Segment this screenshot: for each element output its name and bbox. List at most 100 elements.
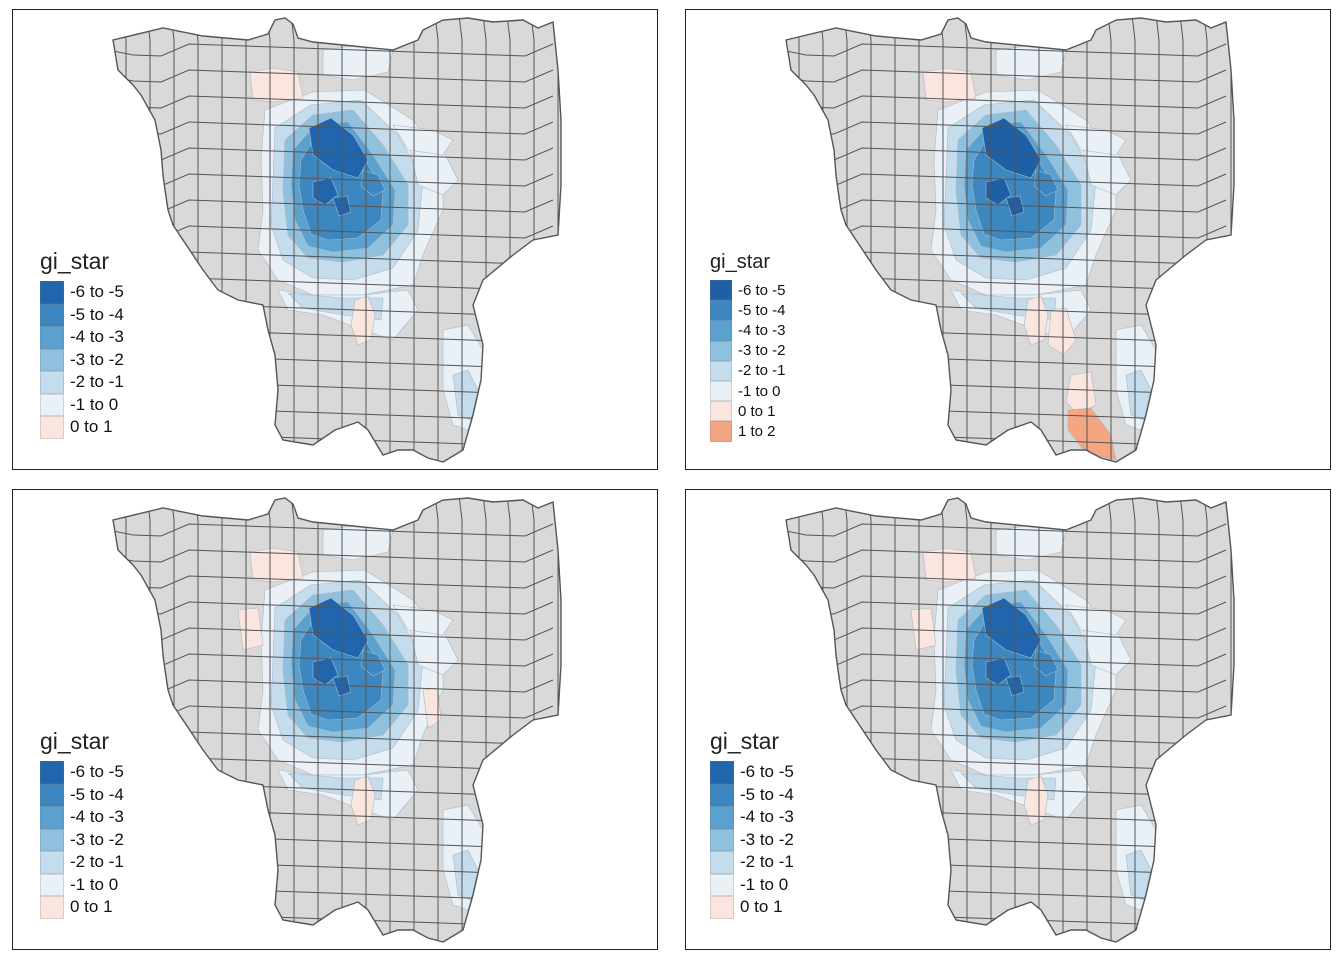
tract-line xyxy=(1035,498,1040,940)
legend-item: -4 to -3 xyxy=(40,806,124,829)
legend-swatch xyxy=(40,348,64,371)
legend-label: -1 to 0 xyxy=(740,874,789,894)
cold-spot-region xyxy=(308,597,369,659)
legend-item: -4 to -3 xyxy=(710,806,794,829)
legend-swatch xyxy=(710,806,734,829)
legend-swatch xyxy=(40,326,64,349)
city-boundary xyxy=(112,17,562,463)
legend-item: 1 to 2 xyxy=(710,421,786,442)
tract-line xyxy=(795,498,800,940)
legend-label: 1 to 2 xyxy=(738,422,776,440)
legend-swatch xyxy=(40,873,64,896)
choropleth-map xyxy=(785,17,1235,463)
legend-label: -3 to -2 xyxy=(70,349,124,369)
tract-line xyxy=(786,147,1227,161)
cold-spot-region xyxy=(981,597,1042,659)
tract-line xyxy=(113,121,554,135)
legend-item: -1 to 0 xyxy=(710,380,786,402)
tract-line xyxy=(786,653,1227,667)
tract-line xyxy=(786,523,1227,537)
tract-line xyxy=(1131,498,1136,940)
cold-spot-region xyxy=(1125,849,1152,901)
tract-line xyxy=(113,147,554,161)
choropleth-map xyxy=(112,497,562,943)
tract-line xyxy=(458,498,463,940)
legend-items: -6 to -5 -5 to -4 -4 to -3 -3 to -2 -2 to -1… xyxy=(40,281,124,439)
hot-spot-region xyxy=(1023,775,1049,826)
legend-label: -1 to 0 xyxy=(70,394,119,414)
legend-item: 0 to 1 xyxy=(710,401,786,422)
tract-line xyxy=(338,18,343,460)
map-legend: gi_star -6 to -5 -5 to -4 -4 to -3 -3 to -2… xyxy=(40,730,124,919)
legend-swatch xyxy=(710,380,732,402)
tract-line xyxy=(1083,498,1088,940)
legend-swatch xyxy=(40,416,64,439)
tract-line xyxy=(786,601,1227,615)
legend-label: -5 to -4 xyxy=(70,304,124,324)
tract-line xyxy=(113,523,554,537)
tract-line xyxy=(786,679,1227,693)
legend-swatch xyxy=(40,783,64,806)
tract-line xyxy=(1035,18,1040,460)
legend-swatch xyxy=(710,851,734,874)
legend-item: -1 to 0 xyxy=(40,873,124,896)
legend-label: -1 to 0 xyxy=(738,382,781,400)
legend-swatch xyxy=(710,421,732,442)
legend-label: -6 to -5 xyxy=(70,762,124,782)
tract-line xyxy=(786,121,1227,135)
tract-line xyxy=(113,653,554,667)
legend-items: -6 to -5 -5 to -4 -4 to -3 -3 to -2 -2 to -1… xyxy=(710,280,786,442)
city-boundary xyxy=(785,17,1235,463)
hot-spot-region xyxy=(1067,407,1117,461)
legend-label: 0 to 1 xyxy=(70,897,113,917)
legend-item: -5 to -4 xyxy=(710,300,786,321)
tract-line xyxy=(113,173,554,187)
legend-label: -3 to -2 xyxy=(738,342,786,360)
tract-line xyxy=(786,913,1227,927)
map-legend: gi_star -6 to -5 -5 to -4 -4 to -3 -3 to -2… xyxy=(710,730,794,919)
cold-spot-region xyxy=(360,649,386,677)
tract-line xyxy=(113,225,554,239)
legend-item: -3 to -2 xyxy=(40,828,124,851)
hot-spot-region xyxy=(910,607,937,651)
legend-item: -6 to -5 xyxy=(40,281,124,304)
tract-line xyxy=(1011,18,1016,460)
map-panel-1: gi_star -6 to -5 -5 to -4 -4 to -3 -3 to -2… xyxy=(12,9,658,470)
tract-line xyxy=(386,498,391,940)
legend-label: -4 to -3 xyxy=(740,807,794,827)
legend-label: -2 to -1 xyxy=(740,852,794,872)
tract-line xyxy=(786,173,1227,187)
tract-line xyxy=(314,18,319,460)
legend-item: 0 to 1 xyxy=(40,896,124,919)
legend-swatch xyxy=(40,303,64,326)
legend-label: -5 to -4 xyxy=(740,784,794,804)
legend-swatch xyxy=(710,896,734,919)
hot-spot-region xyxy=(350,295,376,346)
hot-spot-region xyxy=(922,67,977,103)
tract-line xyxy=(458,18,463,460)
tract-line xyxy=(410,498,415,940)
choropleth-map xyxy=(785,497,1235,943)
legend-item: -3 to -2 xyxy=(40,348,124,371)
legend-item: -2 to -1 xyxy=(710,851,794,874)
legend-swatch xyxy=(40,281,64,304)
tract-line xyxy=(290,498,295,940)
legend-item: -4 to -3 xyxy=(710,320,786,341)
tract-line xyxy=(113,627,554,641)
legend-title: gi_star xyxy=(710,728,780,754)
tract-line xyxy=(786,549,1227,563)
tract-line xyxy=(113,69,554,83)
cold-spot-region xyxy=(452,369,479,421)
legend-label: -6 to -5 xyxy=(740,762,794,782)
tract-line xyxy=(786,627,1227,641)
tract-line xyxy=(786,705,1227,719)
legend-item: -2 to -1 xyxy=(710,360,786,381)
tract-line xyxy=(963,18,968,460)
legend-label: -5 to -4 xyxy=(738,301,786,319)
gi-star-regions xyxy=(237,525,484,911)
legend-swatch xyxy=(710,360,732,381)
legend-swatch xyxy=(40,371,64,394)
legend-item: -6 to -5 xyxy=(40,761,124,784)
legend-label: -4 to -3 xyxy=(70,327,124,347)
cold-spot-region xyxy=(452,849,479,901)
